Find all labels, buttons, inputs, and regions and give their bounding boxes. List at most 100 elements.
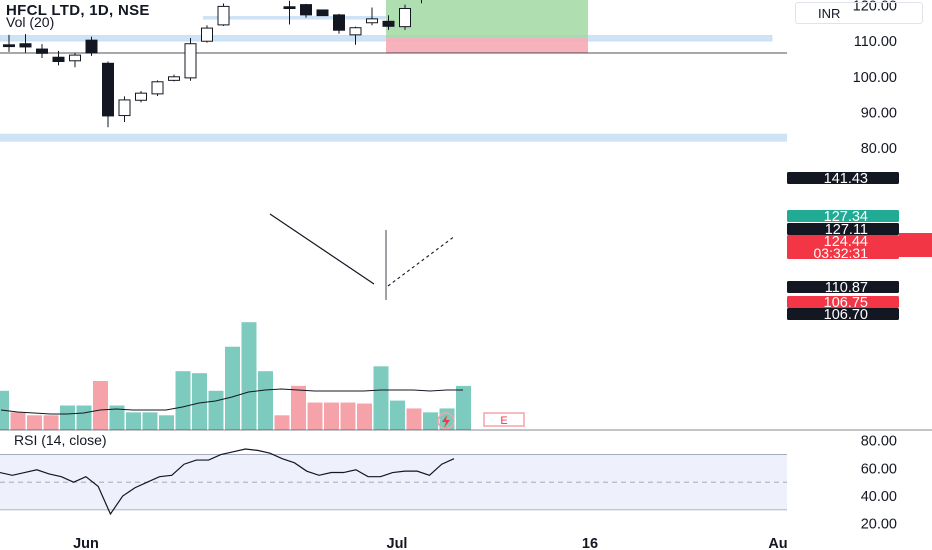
- volume-bar: [406, 408, 422, 430]
- candle-body: [85, 39, 98, 54]
- candle-body: [349, 27, 362, 36]
- projection-line: [387, 235, 456, 287]
- price-level-label: 110.87: [825, 280, 868, 296]
- volume-bar: [208, 390, 224, 430]
- volume-bar: [373, 366, 389, 430]
- candle-body: [217, 5, 230, 26]
- rsi-axis-tick: 80.00: [861, 434, 897, 450]
- rsi-line: [0, 448, 455, 516]
- lightning-icon: [442, 415, 450, 428]
- candle-body: [333, 14, 345, 31]
- volume-bar: [10, 412, 26, 430]
- price-level-label-bg: [787, 172, 899, 184]
- candle-body: [102, 62, 114, 117]
- rsi-axis-tick: 20.00: [861, 517, 897, 533]
- countdown-label: 03:32:31: [814, 245, 869, 261]
- price-axis-tick: 90.00: [861, 105, 897, 121]
- volume-bar: [93, 381, 108, 430]
- trend-lines-layer: [269, 213, 456, 300]
- candle-body: [366, 18, 378, 24]
- profit-zone: [386, 0, 588, 39]
- price-level-label-bg: [787, 281, 899, 293]
- volume-bar: [225, 346, 240, 430]
- volume-bars-layer: [0, 322, 471, 430]
- price-axis-tick: 120.00: [853, 0, 897, 15]
- candle-body: [52, 56, 65, 63]
- candle-body: [3, 44, 15, 48]
- volume-bar: [291, 385, 306, 430]
- candle-body: [36, 48, 48, 54]
- price-level-label-bg: [787, 235, 899, 259]
- price-level-label: 141.43: [824, 171, 868, 187]
- volume-bar: [390, 400, 405, 430]
- candle-body: [135, 92, 147, 101]
- volume-bar: [159, 415, 174, 430]
- downtrend-line: [269, 213, 375, 285]
- price-level-label-bg: [787, 308, 899, 320]
- price-axis-tick: 110.00: [854, 34, 897, 50]
- volume-bar: [142, 412, 158, 430]
- candle-body: [118, 99, 131, 117]
- volume-bar: [60, 405, 75, 430]
- support-zone-band: [203, 15, 386, 20]
- price-level-label-bg: [787, 296, 899, 308]
- volume-bar: [76, 405, 92, 430]
- rsi-panel-layer: [0, 448, 787, 516]
- stop-loss-zone: [386, 38, 588, 53]
- candle-body: [399, 8, 411, 28]
- position-tool-layer: [386, 0, 588, 53]
- candle-body: [184, 43, 197, 79]
- price-level-label-bg: [787, 223, 899, 235]
- price-axis-layer: 80.0090.00100.00110.00120.00150.00160.00…: [0, 0, 932, 533]
- time-axis-tick: Au: [768, 536, 787, 550]
- price-level-label: 127.34: [824, 209, 868, 225]
- volume-bar: [258, 371, 273, 430]
- earnings-marker: [483, 412, 525, 427]
- volume-indicator-label[interactable]: Vol (20): [6, 14, 55, 30]
- volume-bar: [456, 385, 471, 430]
- volume-bar: [175, 371, 191, 430]
- volume-bar: [274, 415, 290, 430]
- volume-bar: [126, 412, 141, 430]
- volume-ma-line: [0, 388, 463, 415]
- volume-bar: [357, 403, 372, 430]
- volume-zone-band: [0, 133, 787, 142]
- volume-bar: [241, 322, 257, 430]
- time-axis-layer: Jun Jul 16 Au: [73, 536, 788, 550]
- candle-body: [19, 43, 32, 48]
- volume-bar: [340, 402, 356, 430]
- price-level-lines-layer: [0, 52, 787, 54]
- event-markers-layer: E: [437, 412, 525, 430]
- candle-body: [300, 4, 312, 16]
- candle-body: [382, 20, 395, 27]
- lightning-event-icon: [437, 412, 455, 430]
- earnings-marker-label: E: [500, 415, 507, 427]
- chart-title: HFCL LTD, 1D, NSE: [6, 2, 150, 19]
- volume-bar: [192, 373, 207, 430]
- volume-bar: [43, 415, 59, 430]
- volume-bar: [109, 405, 125, 430]
- volume-bar: [307, 402, 323, 430]
- candlesticks-layer: [3, 0, 422, 128]
- volume-bar: [324, 402, 339, 430]
- price-axis-tick: 80.00: [861, 141, 897, 157]
- time-axis-tick: Jun: [73, 536, 99, 550]
- candle-body: [283, 6, 296, 10]
- price-level-label: 127.11: [825, 222, 868, 238]
- volume-bar: [27, 415, 42, 430]
- price-level-labels-layer: 141.43127.34127.11124.4403:32:31110.8710…: [787, 171, 932, 323]
- time-axis-tick: 16: [582, 536, 598, 550]
- candle-body: [316, 9, 329, 17]
- candle-body: [151, 81, 164, 95]
- rsi-axis-tick: 40.00: [861, 489, 897, 505]
- price-level-label: 124.44: [824, 234, 868, 250]
- rsi-band-background: [0, 454, 787, 510]
- rsi-indicator-label[interactable]: RSI (14, close): [14, 432, 107, 448]
- volume-bar: [423, 412, 438, 430]
- price-level-label: 106.75: [824, 295, 868, 311]
- rsi-axis-tick: 60.00: [861, 461, 897, 477]
- currency-selector[interactable]: INR: [795, 2, 923, 24]
- price-level-label-bg: [899, 233, 932, 257]
- price-level-label: 106.70: [824, 307, 868, 323]
